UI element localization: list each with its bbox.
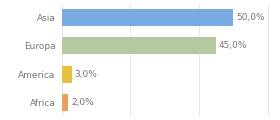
Bar (62, 66, 72, 83)
Text: 3,0%: 3,0% (75, 70, 97, 79)
Bar (62, 94, 69, 111)
Text: 2,0%: 2,0% (71, 98, 94, 107)
Bar (62, 37, 216, 54)
Text: 45,0%: 45,0% (219, 41, 247, 50)
Text: 50,0%: 50,0% (236, 13, 265, 22)
Bar (62, 9, 233, 26)
